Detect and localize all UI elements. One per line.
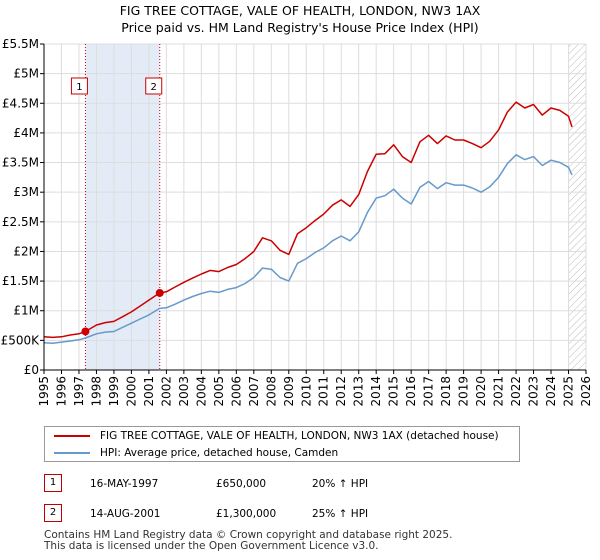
y-tick-label: £3M [13, 185, 39, 199]
x-tick-label: 2022 [509, 376, 523, 407]
property-series-line [43, 101, 573, 339]
transaction-date: 14-AUG-2001 [90, 508, 161, 520]
x-tick-label: 2005 [212, 376, 226, 407]
x-tick-label: 2026 [579, 376, 593, 407]
sale-label-box [145, 77, 163, 95]
x-tick-label: 2001 [142, 376, 156, 407]
y-tick-label: £4M [13, 126, 39, 140]
legend-swatch-property [54, 435, 90, 437]
x-tick-label: 2023 [527, 376, 541, 407]
y-tick-label: £1M [13, 304, 39, 318]
x-tick-label: 1998 [89, 376, 103, 407]
x-tick-label: 1997 [72, 376, 86, 407]
y-tick-label: £5.5M [2, 37, 39, 51]
x-tick-label: 2009 [282, 376, 296, 407]
x-tick-label: 2011 [317, 376, 331, 407]
y-tick-label: £1.5M [2, 274, 39, 288]
sale-label-box [70, 77, 88, 95]
sale-label-number: 1 [76, 82, 82, 93]
x-tick-label: 2015 [387, 376, 401, 407]
y-tick-label: £500K [1, 333, 41, 347]
transaction-hpi-change: 20% ↑ HPI [312, 478, 369, 490]
y-tick-label: £3.5M [2, 156, 39, 170]
x-tick-label: 2024 [544, 376, 558, 407]
hpi-series-line [43, 154, 573, 345]
x-tick-label: 2021 [492, 376, 506, 407]
x-tick-label: 2006 [229, 376, 243, 407]
transaction-price: £1,300,000 [216, 508, 277, 520]
transaction-row: 2 14-AUG-2001 £1,300,000 25% ↑ HPI [44, 504, 584, 524]
y-tick-label: £0 [24, 363, 39, 377]
x-tick-label: 1996 [54, 376, 68, 407]
x-tick-label: 2000 [124, 376, 138, 407]
x-tick-label: 2025 [562, 376, 576, 407]
sale-point-2 [155, 288, 164, 297]
x-tick-label: 2018 [439, 376, 453, 407]
transaction-date: 16-MAY-1997 [90, 478, 159, 490]
x-tick-label: 2017 [422, 376, 436, 407]
price-chart: £0 £500K £1M £1.5M £2M £2.5M £3M £3.5M £4M £4.5M £… [1, 37, 593, 407]
y-tick-label: £2M [13, 244, 39, 258]
x-tick-label: 2007 [247, 376, 261, 407]
x-tick-label: 2003 [177, 376, 191, 407]
x-tick-label: 2008 [264, 376, 278, 407]
x-tick-label: 1999 [107, 376, 121, 407]
x-tick-label: 2002 [159, 376, 173, 407]
x-tick-label: 2013 [352, 376, 366, 407]
chart-title-line1: FIG TREE COTTAGE, VALE OF HEALTH, LONDON… [119, 3, 481, 18]
x-tick-label: 2020 [474, 376, 488, 407]
transaction-hpi-change: 25% ↑ HPI [312, 508, 369, 520]
chart-title: FIG TREE COTTAGE, VALE OF HEALTH, LONDON… [0, 2, 600, 36]
x-tick-label: 2019 [457, 376, 471, 407]
footer-copyright: Contains HM Land Registry data © Crown c… [44, 529, 453, 541]
x-tick-label: 2016 [404, 376, 418, 407]
transaction-badge: 1 [44, 474, 62, 492]
x-tick-label: 2014 [369, 376, 383, 407]
legend: FIG TREE COTTAGE, VALE OF HEALTH, LONDON… [44, 426, 520, 462]
x-tick-label: 2004 [194, 376, 208, 407]
y-tick-label: £4.5M [2, 96, 39, 110]
legend-label-property: FIG TREE COTTAGE, VALE OF HEALTH, LONDON… [100, 430, 499, 442]
x-tick-label: 2012 [334, 376, 348, 407]
x-tick-label: 1995 [37, 376, 51, 407]
sale-label-number: 2 [151, 82, 157, 93]
footer-licence: This data is licensed under the Open Gov… [44, 540, 379, 552]
future-hatch [568, 44, 586, 370]
transaction-price: £650,000 [216, 478, 267, 490]
legend-label-hpi: HPI: Average price, detached house, Camd… [100, 447, 339, 459]
chart-title-line2: Price paid vs. HM Land Registry's House … [121, 20, 479, 35]
x-tick-label: 2010 [299, 376, 313, 407]
footer: Contains HM Land Registry data © Crown c… [44, 530, 452, 552]
sale-point-1 [81, 327, 90, 336]
y-tick-label: £5M [13, 67, 39, 81]
transaction-badge: 2 [44, 504, 62, 522]
transaction-row: 1 16-MAY-1997 £650,000 20% ↑ HPI [44, 474, 584, 494]
legend-swatch-hpi [54, 452, 90, 454]
y-tick-label: £2.5M [2, 215, 39, 229]
